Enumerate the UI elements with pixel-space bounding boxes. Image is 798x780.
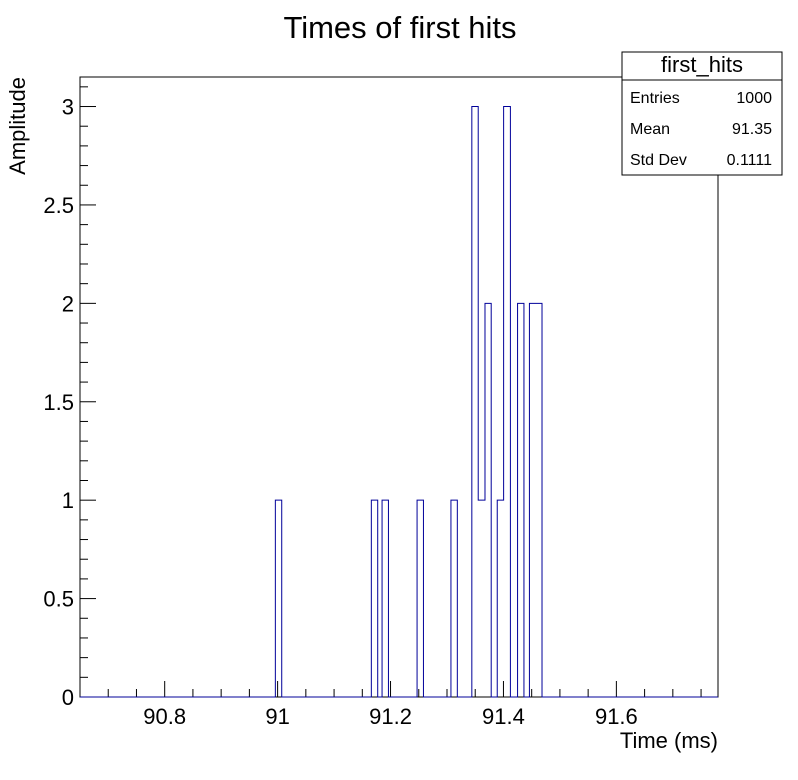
- x-tick-label: 91: [265, 704, 289, 729]
- histogram-bin: [497, 500, 503, 697]
- x-axis-title: Time (ms): [620, 728, 718, 753]
- histogram-bin: [518, 303, 524, 697]
- histogram-bin: [485, 303, 491, 697]
- histogram-bin: [382, 500, 388, 697]
- x-tick-label: 91.4: [482, 704, 525, 729]
- histogram-bin: [451, 500, 457, 697]
- stats-box: first_hits Entries 1000 Mean 91.35 Std D…: [621, 51, 783, 176]
- y-tick-label: 0: [62, 685, 74, 710]
- chart-title: Times of first hits: [283, 10, 516, 45]
- stats-box-title: first_hits: [661, 52, 743, 77]
- histogram-bin: [275, 500, 281, 697]
- y-tick-label: 1: [62, 488, 74, 513]
- histogram-path: [80, 106, 718, 698]
- x-axis: 90.8 91 91.2 91.4 91.6: [79, 681, 702, 729]
- stats-value-mean: 91.35: [732, 121, 772, 138]
- histogram-bin: [504, 107, 510, 697]
- y-axis-title: Amplitude: [5, 77, 30, 175]
- stats-label-std-dev: Std Dev: [630, 152, 687, 169]
- y-tick-label: 3: [62, 95, 74, 120]
- histogram-bin: [417, 500, 423, 697]
- histogram-bin: [371, 500, 377, 697]
- y-tick-label: 1.5: [43, 390, 74, 415]
- stats-label-entries: Entries: [630, 90, 680, 107]
- y-tick-label: 2: [62, 291, 74, 316]
- histogram-bin: [479, 500, 485, 697]
- stats-value-std-dev: 0.1111: [727, 152, 772, 169]
- stats-box-frame: [621, 51, 783, 176]
- histogram-bins: [275, 107, 542, 697]
- x-tick-label: 91.2: [369, 704, 412, 729]
- histogram-bin: [529, 303, 535, 697]
- y-axis: 0 0.5 1 1.5 2 2.5 3: [43, 86, 96, 710]
- histogram-bin: [536, 303, 542, 697]
- x-tick-label: 90.8: [143, 704, 186, 729]
- stats-value-entries: 1000: [736, 90, 772, 107]
- x-tick-label: 91.6: [595, 704, 638, 729]
- stats-label-mean: Mean: [630, 121, 670, 138]
- y-tick-label: 0.5: [43, 587, 74, 612]
- y-tick-label: 2.5: [43, 193, 74, 218]
- histogram-bin: [472, 107, 478, 697]
